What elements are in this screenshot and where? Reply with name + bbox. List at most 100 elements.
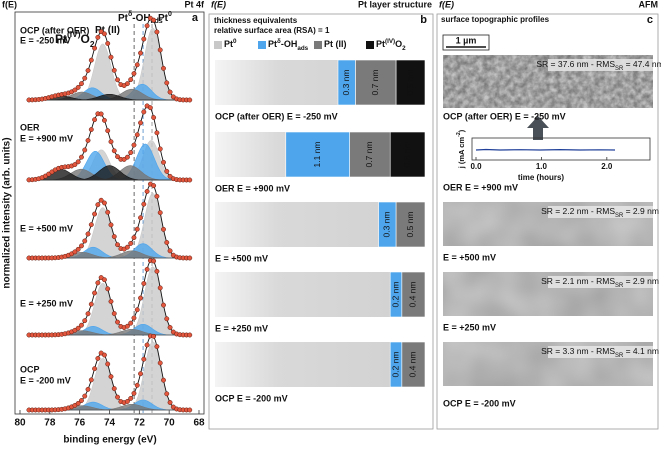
data-point: [134, 62, 140, 68]
data-point: [187, 255, 193, 261]
data-point: [124, 154, 130, 160]
data-point: [131, 235, 137, 241]
text-part: -2: [456, 132, 462, 137]
data-point: [187, 97, 193, 103]
data-point: [141, 281, 147, 286]
afm-caption: SR = 3.3 nm - RMSSR = 4.1 nm: [541, 346, 659, 358]
data-point: [128, 395, 134, 401]
legend-swatch: [214, 41, 222, 49]
text-part: 2: [90, 39, 95, 49]
data-point: [108, 222, 114, 228]
x-tick-label: 72: [134, 418, 146, 429]
data-point: [82, 75, 88, 81]
data-point: [108, 54, 114, 60]
legend-swatch: [314, 41, 322, 49]
data-point: [111, 386, 117, 392]
data-point: [147, 105, 153, 111]
data-point: [144, 189, 150, 194]
text-part: SR: [615, 213, 624, 219]
legend-label: Ptδ-OHads: [268, 38, 309, 52]
text-part: = 2.9 nm: [623, 276, 659, 286]
data-point: [85, 386, 91, 392]
data-point: [115, 242, 121, 248]
text-part: (IV): [67, 29, 81, 39]
chart-label: OER E = +900 mV: [443, 182, 518, 192]
row-label: E = +250 mV: [215, 323, 268, 333]
afm-label: E = +250 mV: [443, 322, 496, 332]
y-axis-label: normalized intensity (arb. units): [2, 137, 13, 288]
legend-swatch: [366, 41, 374, 49]
text-part: ads: [151, 18, 163, 25]
afm-caption: SR = 2.2 nm - RMSSR = 2.9 nm: [541, 206, 659, 218]
data-point: [141, 201, 147, 207]
panel-frame: [436, 13, 659, 430]
data-point: [82, 238, 88, 244]
data-point: [128, 150, 134, 155]
arrow: [527, 116, 549, 140]
layer-label: 0.3 nm: [341, 70, 351, 96]
text-part: SR = 2.2 nm - RMS: [541, 206, 615, 216]
data-point: [138, 50, 143, 56]
data-point: [111, 234, 117, 240]
legend-title: thickness equivalents: [214, 16, 298, 25]
spectrum-label: OER: [20, 122, 40, 132]
layer-label: 1.1 nm: [312, 142, 322, 168]
data-point: [88, 127, 94, 132]
afm-label: OCP (after OER) E = -250 mV: [443, 111, 566, 121]
data-point: [101, 200, 107, 206]
row-label: E = +500 mV: [215, 253, 268, 263]
text-part: 2: [402, 45, 406, 52]
data-point: [79, 81, 84, 87]
data-point: [141, 109, 147, 115]
x-axis-label: binding energy (eV): [63, 435, 156, 446]
layer-label: 0.2 nm: [390, 282, 400, 308]
text-part: Pt: [224, 39, 233, 49]
legend-title: relative surface area (RSA) = 1: [214, 26, 330, 35]
data-point: [101, 277, 107, 283]
text-part: SR: [615, 353, 624, 359]
text-part: Pt: [268, 39, 277, 49]
data-point: [161, 377, 166, 383]
data-point: [88, 222, 94, 228]
text-part: Pt: [118, 13, 129, 24]
data-point: [187, 407, 193, 413]
data-point: [79, 398, 84, 403]
data-point: [144, 266, 150, 272]
data-point: [82, 393, 88, 399]
data-point: [75, 246, 81, 252]
panel-instrument: AFM: [639, 0, 659, 9]
panel-title: surface topographic profiles: [441, 15, 550, 24]
data-point: [75, 84, 81, 90]
data-point: [167, 173, 173, 179]
text-part: = 47.4 nm: [623, 59, 661, 69]
data-point: [141, 36, 147, 42]
reference-label: Pt (II): [95, 25, 120, 36]
data-point: [138, 295, 143, 301]
spectrum-label: E = -200 mV: [20, 375, 71, 385]
layer-label: 0.3 nm: [382, 212, 392, 238]
data-point: [72, 162, 78, 168]
x-tick-label: 70: [164, 418, 176, 429]
data-point: [124, 244, 130, 250]
text-part: SR = 37.6 nm - RMS: [536, 59, 615, 69]
data-point: [108, 299, 114, 304]
legend-label: Pt(IV)O2: [376, 38, 406, 52]
x-tick-label: 1.0: [536, 162, 548, 171]
x-tick-label: 80: [14, 418, 26, 429]
data-point: [141, 356, 147, 362]
data-point: [157, 285, 163, 291]
data-point: [98, 197, 104, 203]
data-point: [161, 302, 166, 308]
spectrum-label: E = +250 mV: [20, 298, 73, 308]
spectrum-label: OCP: [20, 364, 40, 374]
data-point: [92, 45, 98, 51]
panel-header: f(E): [211, 0, 226, 9]
layer-label: 0.7 nm: [364, 142, 374, 168]
data-point: [167, 325, 173, 330]
data-point: [111, 148, 117, 154]
layer-bar: [349, 131, 391, 178]
row-label: OER E = +900 mV: [215, 183, 290, 193]
data-point: [131, 71, 137, 76]
data-point: [79, 154, 84, 160]
scale-bar-label: 1 µm: [456, 35, 477, 45]
